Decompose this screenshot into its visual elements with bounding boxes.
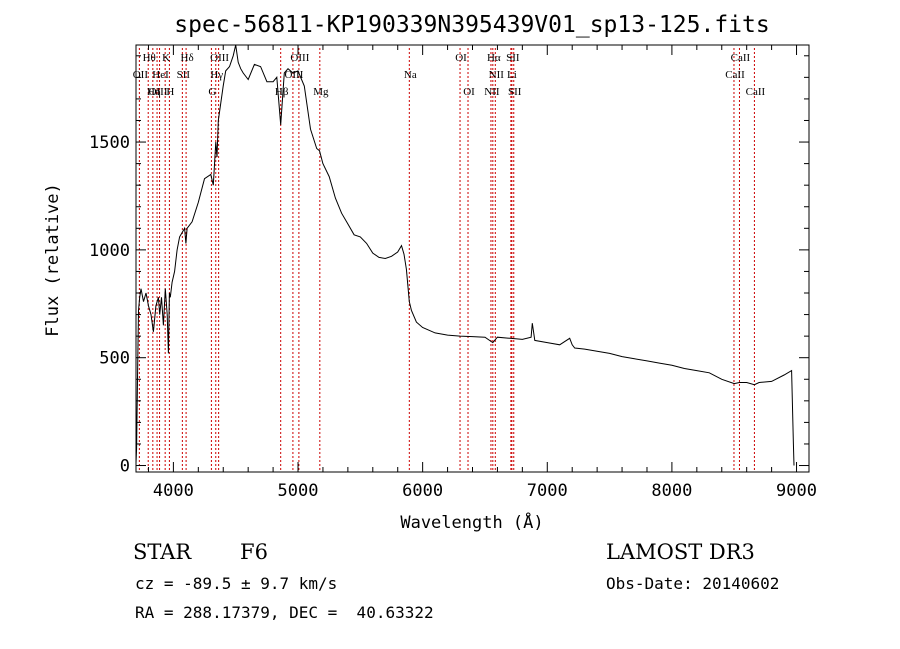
x-tick-label: 9000 xyxy=(776,481,817,501)
x-tick-label: 7000 xyxy=(527,481,568,501)
spectrum-line xyxy=(135,44,795,466)
redshift-text: cz = -89.5 ± 9.7 km/s xyxy=(135,574,338,593)
y-axis-label: Flux (relative) xyxy=(43,183,63,337)
obs-date-text: Obs-Date: 20140602 xyxy=(606,574,780,593)
spectral-line-label: Na xyxy=(404,69,417,81)
x-axis-ticks: 4000 5000 6000 7000 8000 9000 xyxy=(147,45,817,501)
spectral-line-markers xyxy=(138,48,755,472)
spectral-line-label: G xyxy=(208,86,216,98)
spectral-line-label: Hθ xyxy=(143,52,156,64)
class-label: STAR xyxy=(133,540,192,564)
x-tick-label: 6000 xyxy=(402,481,443,501)
plot-frame xyxy=(135,44,810,473)
coords-text: RA = 288.17379, DEC = 40.63322 xyxy=(135,603,434,622)
spectral-line-label: Mg xyxy=(313,86,329,98)
chart-title: spec-56811-KP190339N395439V01_sp13-125.f… xyxy=(174,12,769,38)
spectral-line-label: Hδ xyxy=(181,52,194,64)
spectral-line-label: Li xyxy=(507,69,517,81)
spectral-line-label: K xyxy=(162,52,170,64)
spectral-line-label: CaII xyxy=(731,52,751,64)
spectral-line-label: OI xyxy=(463,86,475,98)
subclass-label: F6 xyxy=(240,540,268,564)
survey-label: LAMOST DR3 xyxy=(606,540,755,564)
spectral-line-label: SII xyxy=(508,86,522,98)
spectral-line-label: SII xyxy=(506,52,520,64)
spectral-line-label: Hγ xyxy=(210,69,223,81)
spectral-line-label: Hη xyxy=(147,86,161,98)
spectral-line-label: HeI xyxy=(152,69,169,81)
y-tick-label: 1000 xyxy=(89,241,130,261)
y-axis-ticks: 0 500 1000 1500 xyxy=(89,55,809,477)
y-tick-label: 0 xyxy=(120,457,130,477)
spectral-line-label: OII xyxy=(133,69,149,81)
x-axis-label: Wavelength (Å) xyxy=(400,511,543,533)
spectral-line-label: OIII xyxy=(149,86,168,98)
x-tick-label: 5000 xyxy=(278,481,319,501)
y-tick-label: 500 xyxy=(99,349,130,369)
spectral-line-label: H xyxy=(166,86,174,98)
spectral-line-label: CaII xyxy=(725,69,745,81)
spectral-line-label: OIII xyxy=(290,52,309,64)
spectral-line-label: Hβ xyxy=(275,86,289,98)
spectral-line-label: NII xyxy=(489,69,505,81)
spectral-line-label: CaII xyxy=(746,86,766,98)
x-tick-label: 8000 xyxy=(651,481,692,501)
spectral-line-label: NII xyxy=(484,86,500,98)
spectral-line-label: Hα xyxy=(487,52,501,64)
spectral-line-label: OI xyxy=(455,52,467,64)
spectral-line-labels: HθOIIOIIIHηHeIKHSIIHδHγGOIIIHβOIIIOIIIMg… xyxy=(133,52,766,98)
spectral-line-label: OIII xyxy=(284,69,303,81)
x-tick-label: 4000 xyxy=(153,481,194,501)
spectral-line-label: SII xyxy=(177,69,191,81)
spectral-line-label: OIII xyxy=(210,52,229,64)
y-tick-label: 1500 xyxy=(89,133,130,153)
